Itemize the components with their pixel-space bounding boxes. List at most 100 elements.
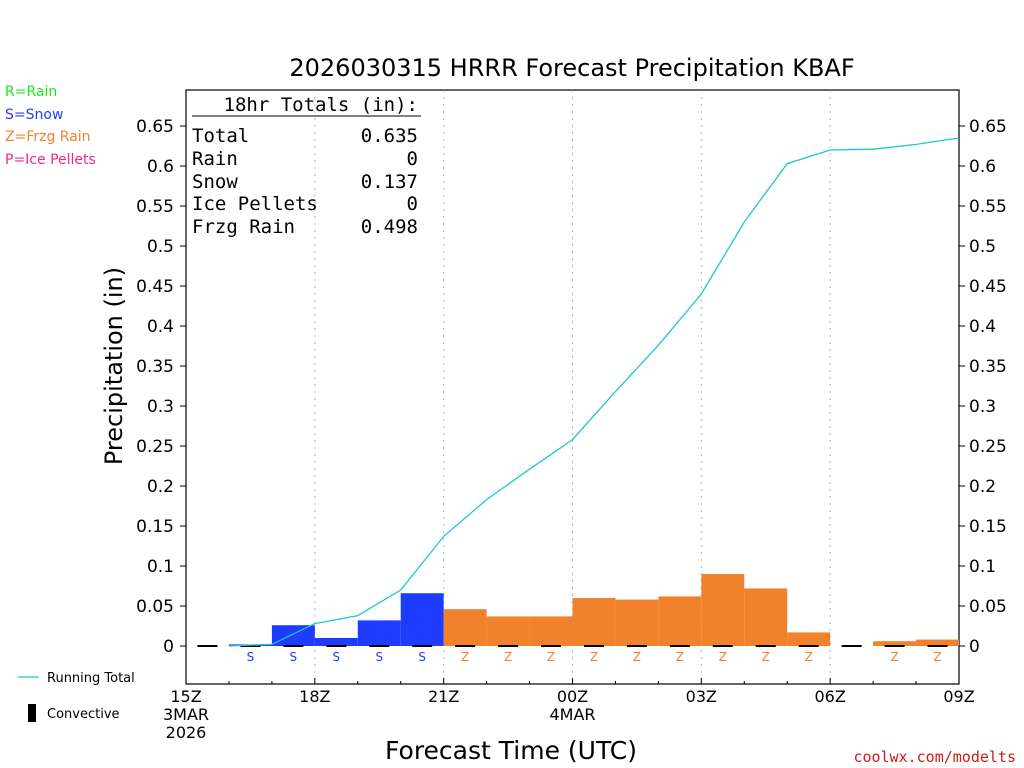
y-tick-label-right: 0.15	[969, 517, 1007, 537]
bar	[314, 638, 358, 646]
type-marker: Z	[676, 650, 684, 664]
convective-legend-swatch	[28, 704, 36, 722]
y-tick-label-left: 0	[163, 637, 174, 657]
running-total-series	[228, 137, 960, 647]
bar	[615, 599, 659, 646]
bar	[529, 616, 573, 646]
type-marker: Z	[933, 650, 941, 664]
type-marker: Z	[633, 650, 641, 664]
y-tick-label-left: 0.4	[147, 317, 174, 337]
type-marker: Z	[590, 650, 598, 664]
gridlines	[314, 90, 831, 684]
totals-label-rain: Rain	[192, 148, 238, 170]
type-marker: Z	[547, 650, 555, 664]
x-tick-label: 18Z	[299, 687, 330, 706]
y-tick-label-left: 0.1	[147, 557, 174, 577]
y-tick-label-left: 0.35	[136, 357, 174, 377]
bar	[873, 641, 917, 646]
bar	[400, 593, 444, 646]
y-tick-label-right: 0.25	[969, 437, 1007, 457]
bar	[443, 609, 487, 646]
x-tick-label: 06Z	[815, 687, 846, 706]
y-tick-label-right: 0.05	[969, 597, 1007, 617]
y-tick-label-left: 0.25	[136, 437, 174, 457]
type-marker: Z	[805, 650, 813, 664]
type-legend-snow: S=Snow	[5, 107, 63, 123]
bar	[787, 632, 831, 646]
x-tick-date: 3MAR	[163, 705, 209, 724]
type-legend-rain: R=Rain	[5, 84, 57, 100]
totals-value-ice-pellets: 0	[407, 193, 418, 215]
y-tick-label-right: 0.3	[969, 397, 996, 417]
type-marker: Z	[762, 650, 770, 664]
totals-value-rain: 0	[407, 148, 418, 170]
y-axis-label: Precipitation (in)	[100, 267, 128, 465]
y-tick-label-left: 0.15	[136, 517, 174, 537]
y-tick-label-left: 0.3	[147, 397, 174, 417]
bar	[271, 625, 315, 646]
bar	[486, 616, 530, 646]
x-axis-label: Forecast Time (UTC)	[385, 736, 637, 765]
totals-label-frzg-rain: Frzg Rain	[192, 216, 295, 238]
totals-value-total: 0.635	[361, 125, 418, 147]
bar	[357, 620, 401, 646]
totals-box: 18hr Totals (in): Total 0.635 Rain 0 Sno…	[192, 94, 421, 238]
y-tick-label-left: 0.5	[147, 237, 174, 257]
type-marker: S	[375, 650, 383, 664]
totals-label-ice-pellets: Ice Pellets	[192, 193, 318, 215]
y-tick-label-right: 0.35	[969, 357, 1007, 377]
bar	[658, 596, 702, 646]
convective-legend-label: Convective	[47, 707, 120, 722]
y-tick-label-right: 0.2	[969, 477, 996, 497]
type-marker: S	[418, 650, 426, 664]
y-tick-label-left: 0.2	[147, 477, 174, 497]
type-legend: R=Rain S=Snow Z=Frzg Rain P=Ice Pellets	[5, 84, 96, 168]
bar	[572, 598, 616, 646]
type-marker: S	[290, 650, 298, 664]
x-tick-label: 21Z	[428, 687, 459, 706]
y-tick-label-right: 0	[969, 637, 980, 657]
bar	[701, 574, 745, 646]
y-tick-label-right: 0.5	[969, 237, 996, 257]
x-tick-year: 2026	[166, 723, 207, 742]
x-tick-label: 15Z	[170, 687, 201, 706]
y-tick-label-right: 0.1	[969, 557, 996, 577]
bar	[916, 639, 959, 646]
totals-label-snow: Snow	[192, 171, 238, 193]
line-legend: Running Total Convective	[18, 671, 135, 722]
type-marker: Z	[890, 650, 898, 664]
type-marker: Z	[461, 650, 469, 664]
y-tick-label-right: 0.65	[969, 117, 1007, 137]
credit-text: coolwx.com/modelts	[853, 748, 1016, 766]
y-tick-label-right: 0.55	[969, 197, 1007, 217]
type-marker: Z	[719, 650, 727, 664]
totals-label-total: Total	[192, 125, 249, 147]
y-axes: 0 0 0.05 0.05 0.1 0.1 0.15 0.15 0.2 0.2 0.25 0.25 0.…	[136, 117, 1007, 657]
type-marker: Z	[504, 650, 512, 664]
type-legend-frzg-rain: Z=Frzg Rain	[5, 129, 91, 145]
y-tick-label-left: 0.6	[147, 157, 174, 177]
type-legend-ice-pellets: P=Ice Pellets	[5, 152, 96, 168]
running-total-legend-label: Running Total	[47, 671, 135, 686]
bar	[744, 588, 788, 646]
totals-heading: 18hr Totals (in):	[224, 94, 418, 116]
y-tick-label-left: 0.05	[136, 597, 174, 617]
x-tick-label: 09Z	[943, 687, 974, 706]
y-tick-label-right: 0.4	[969, 317, 996, 337]
y-tick-label-right: 0.6	[969, 157, 996, 177]
running-total-line	[228, 137, 960, 647]
x-tick-label: 03Z	[686, 687, 717, 706]
x-tick-label: 00Z	[557, 687, 588, 706]
y-tick-label-left: 0.65	[136, 117, 174, 137]
bar-series	[228, 574, 959, 646]
y-tick-label-left: 0.45	[136, 277, 174, 297]
totals-value-frzg-rain: 0.498	[361, 216, 418, 238]
totals-value-snow: 0.137	[361, 171, 418, 193]
y-tick-label-left: 0.55	[136, 197, 174, 217]
type-marker: S	[247, 650, 255, 664]
y-tick-label-right: 0.45	[969, 277, 1007, 297]
chart-title: 2026030315 HRRR Forecast Precipitation K…	[289, 54, 854, 82]
